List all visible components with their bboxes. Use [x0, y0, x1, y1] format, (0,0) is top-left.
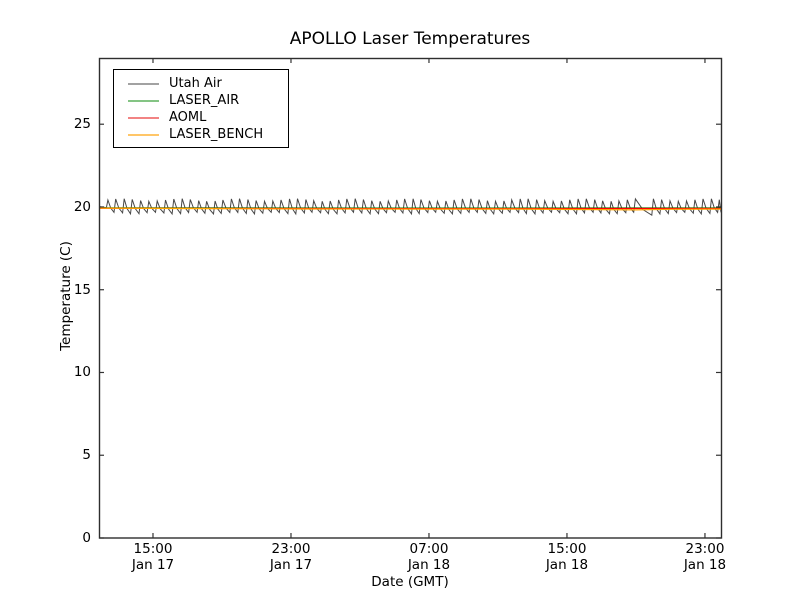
series-line-laser-bench	[98, 207, 722, 211]
legend-label: Utah Air	[169, 76, 222, 91]
data-series-lines	[98, 197, 722, 217]
x-tick-date: Jan 17	[269, 556, 313, 573]
utah-air-line-swatch	[128, 82, 159, 85]
chart-title: APOLLO Laser Temperatures	[289, 29, 531, 49]
x-tick-date: Jan 18	[407, 556, 451, 573]
y-tick-label-25: 25	[73, 116, 91, 133]
legend-box: Utah Air LASER_AIR AOML LASER_BENCH	[113, 69, 289, 148]
x-tick-label-4: 23:00 Jan 18	[660, 541, 750, 573]
laser-bench-line-swatch	[128, 133, 159, 136]
y-tick-label-15: 15	[73, 281, 91, 298]
x-tick-label-0: 15:00 Jan 17	[108, 541, 198, 573]
x-tick-label-1: 23:00 Jan 17	[246, 541, 336, 573]
x-tick-time: 15:00	[133, 541, 173, 557]
x-tick-label-3: 15:00 Jan 18	[522, 541, 612, 573]
legend-label: LASER_AIR	[169, 93, 240, 108]
x-tick-date: Jan 17	[131, 556, 175, 573]
x-tick-label-2: 07:00 Jan 18	[384, 541, 474, 573]
x-tick-date: Jan 18	[545, 556, 589, 573]
legend-label: LASER_BENCH	[169, 127, 264, 142]
plot-frame	[98, 57, 723, 539]
x-tick-time: 07:00	[409, 541, 449, 557]
legend-item-laser-bench: LASER_BENCH	[114, 126, 288, 143]
x-axis-label: Date (GMT)	[371, 574, 449, 590]
laser-air-line-swatch	[128, 99, 159, 102]
aoml-line-swatch	[128, 116, 159, 119]
series-line-utah-air	[98, 197, 722, 217]
legend-item-utah-air: Utah Air	[114, 75, 288, 92]
x-tick-time: 23:00	[685, 541, 725, 557]
x-tick-time: 15:00	[547, 541, 587, 557]
y-tick-label-0: 0	[82, 530, 91, 546]
x-tick-date: Jan 18	[683, 556, 727, 573]
y-tick-label-5: 5	[82, 447, 91, 464]
legend-item-aoml: AOML	[114, 109, 288, 126]
y-tick-label-20: 20	[73, 198, 91, 215]
y-tick-label-10: 10	[73, 364, 91, 381]
legend-item-laser-air: LASER_AIR	[114, 92, 288, 109]
legend-label: AOML	[169, 110, 207, 125]
x-tick-time: 23:00	[271, 541, 311, 557]
